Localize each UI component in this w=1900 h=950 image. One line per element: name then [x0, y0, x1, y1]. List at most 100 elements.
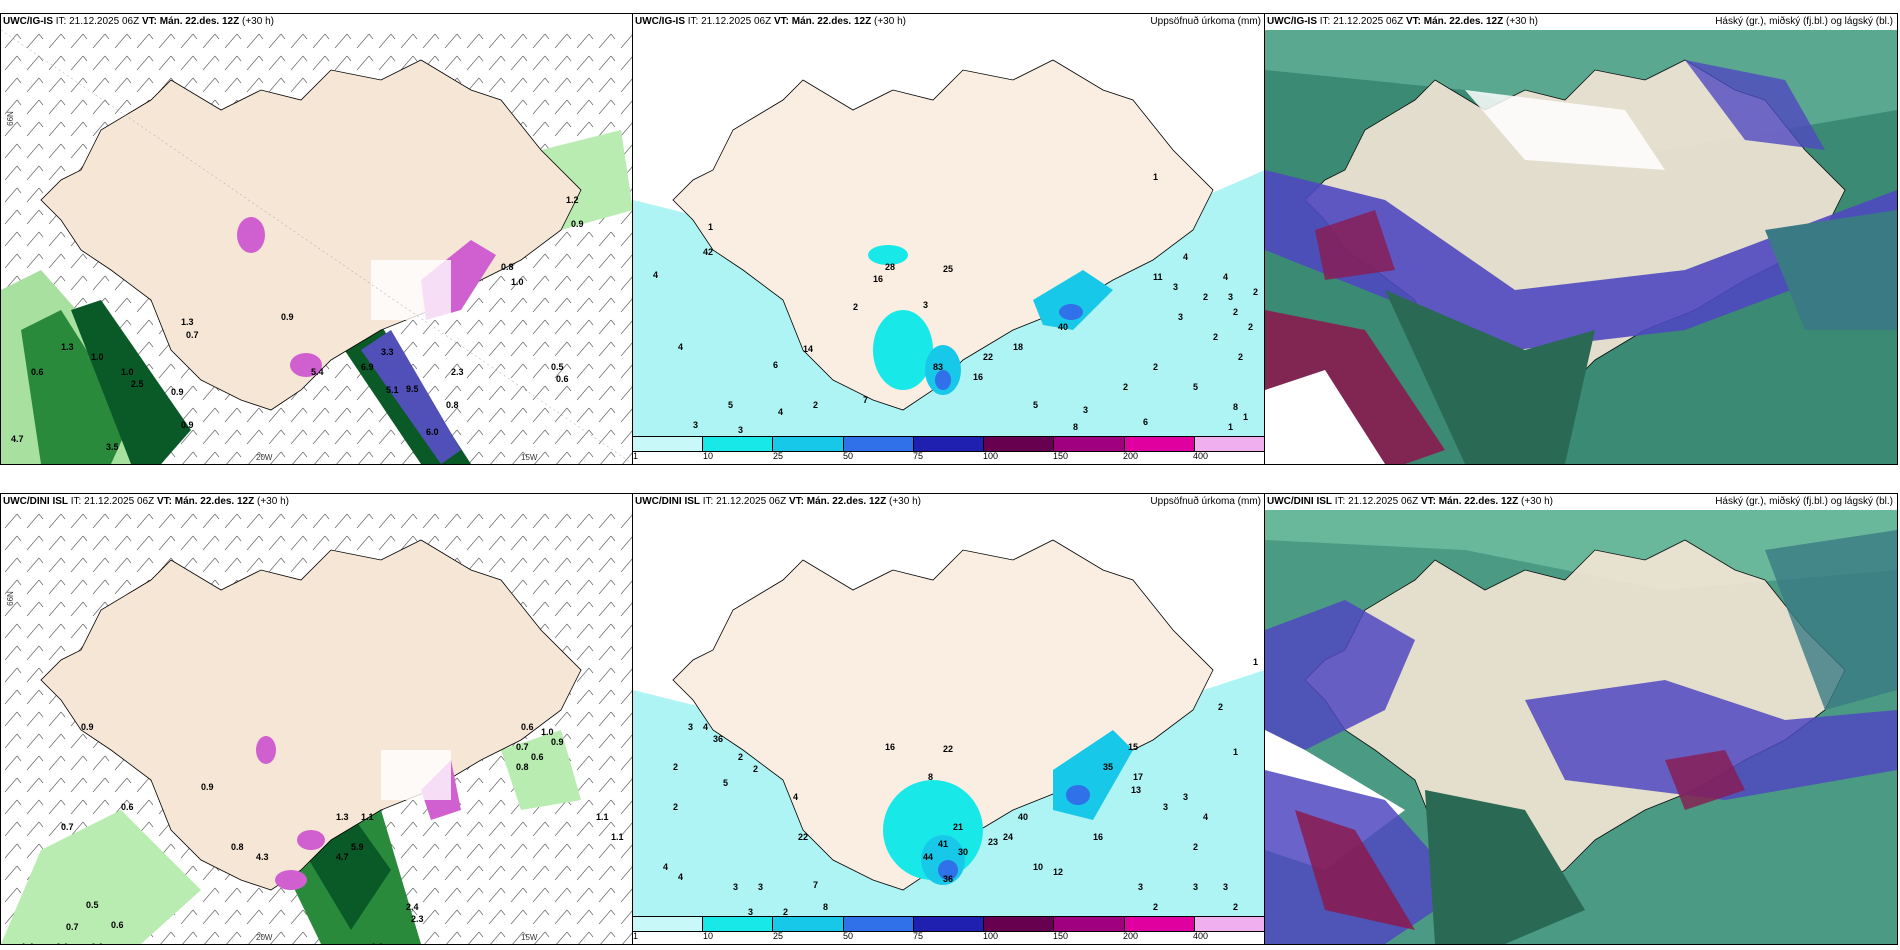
legend-swatch-8	[1124, 437, 1195, 451]
svg-text:8: 8	[823, 902, 828, 912]
svg-text:22: 22	[798, 832, 808, 842]
svg-text:44: 44	[923, 852, 933, 862]
svg-text:5.1: 5.1	[386, 385, 399, 395]
svg-text:23: 23	[988, 837, 998, 847]
svg-text:5: 5	[1033, 400, 1038, 410]
svg-text:3: 3	[748, 907, 753, 916]
legend-label: 25	[773, 451, 784, 461]
lon-label-20w: 20W	[256, 933, 273, 942]
panel-wind-dini: UWC/DINI ISL IT: 21.12.2025 06Z VT: Mán.…	[0, 493, 634, 945]
svg-text:2: 2	[1238, 352, 1243, 362]
legend-label: 25	[773, 931, 784, 941]
svg-text:36: 36	[943, 874, 953, 884]
svg-text:24: 24	[1003, 832, 1013, 842]
svg-text:4: 4	[663, 862, 668, 872]
svg-text:16: 16	[873, 274, 883, 284]
svg-text:3: 3	[1228, 292, 1233, 302]
svg-text:4.3: 4.3	[256, 852, 269, 862]
svg-text:2: 2	[738, 752, 743, 762]
svg-text:18: 18	[1013, 342, 1023, 352]
svg-text:25: 25	[943, 264, 953, 274]
precip-title: Uppsöfnuð úrkoma (mm)	[1150, 16, 1261, 27]
legend-label: 400	[1193, 451, 1209, 461]
legend-labels: 1 10 25 50 75 100 150 200 400	[633, 451, 1265, 463]
svg-text:0.7: 0.7	[61, 822, 74, 832]
svg-text:0.5: 0.5	[86, 900, 99, 910]
svg-text:2: 2	[1123, 382, 1128, 392]
svg-text:1.1: 1.1	[611, 832, 624, 842]
precip-blobs	[868, 245, 1113, 395]
svg-text:22: 22	[943, 744, 953, 754]
legend-label: 50	[843, 931, 854, 941]
svg-text:21: 21	[953, 822, 963, 832]
svg-text:1.2: 1.2	[566, 195, 579, 205]
svg-text:2: 2	[1213, 332, 1218, 342]
svg-text:41: 41	[938, 839, 948, 849]
svg-text:2: 2	[1233, 307, 1238, 317]
svg-text:2: 2	[1218, 702, 1223, 712]
svg-text:2: 2	[853, 302, 858, 312]
svg-text:1.3: 1.3	[61, 342, 74, 352]
panel-title: UWC/DINI ISL IT: 21.12.2025 06Z VT: Mán.…	[3, 496, 289, 507]
cloud-title: Háský (gr.), miðský (fj.bl.) og lágský (…	[1715, 16, 1893, 27]
svg-text:3: 3	[733, 882, 738, 892]
precip-legend: 1 10 25 50 75 100 150 200 400	[633, 436, 1265, 464]
legend-swatch-9	[1194, 917, 1265, 931]
legend-label: 150	[1053, 931, 1069, 941]
legend-swatch-3	[773, 917, 844, 931]
svg-text:2.5: 2.5	[131, 379, 144, 389]
panel-title: UWC/DINI ISL IT: 21.12.2025 06Z VT: Mán.…	[1267, 496, 1553, 507]
svg-text:0.5: 0.5	[551, 362, 564, 372]
svg-text:2: 2	[1153, 902, 1158, 912]
svg-text:13: 13	[1131, 785, 1141, 795]
legend-swatch-6	[984, 437, 1055, 451]
svg-text:1.0: 1.0	[91, 352, 104, 362]
legend-swatch-2	[703, 437, 774, 451]
svg-text:7: 7	[863, 395, 868, 405]
lon-label-15w: 15W	[521, 453, 538, 462]
svg-text:35: 35	[1103, 762, 1113, 772]
svg-text:2: 2	[783, 907, 788, 916]
svg-text:11: 11	[1153, 272, 1163, 282]
svg-text:3: 3	[1183, 792, 1188, 802]
legend-bar	[633, 916, 1265, 932]
iceland-land	[40, 539, 582, 891]
svg-text:1.0: 1.0	[511, 277, 524, 287]
svg-text:1: 1	[708, 222, 713, 232]
svg-text:3: 3	[1178, 312, 1183, 322]
svg-text:30: 30	[958, 847, 968, 857]
svg-text:4.7: 4.7	[11, 434, 24, 444]
wind-map: 0.9 0.6 0.7 1.0 0.9 1.1 0.6 0.8 0.5 0.7 …	[1, 510, 633, 944]
svg-text:0.9: 0.9	[201, 782, 214, 792]
svg-text:3: 3	[738, 425, 743, 435]
svg-text:3: 3	[923, 300, 928, 310]
svg-text:10: 10	[1033, 862, 1043, 872]
svg-text:16: 16	[1093, 832, 1103, 842]
svg-text:40: 40	[1018, 812, 1028, 822]
svg-text:3: 3	[688, 722, 693, 732]
legend-swatch-1	[633, 437, 704, 451]
svg-text:1: 1	[1233, 747, 1238, 757]
svg-text:2: 2	[753, 764, 758, 774]
svg-text:2: 2	[1153, 362, 1158, 372]
svg-text:1.0: 1.0	[121, 367, 134, 377]
panel-title: UWC/DINI ISL IT: 21.12.2025 06Z VT: Mán.…	[635, 496, 921, 507]
iceland-land	[40, 59, 582, 411]
lat-label: 66N	[5, 111, 15, 126]
svg-text:83: 83	[933, 362, 943, 372]
panel-title: UWC/IG-IS IT: 21.12.2025 06Z VT: Mán. 22…	[635, 16, 906, 27]
precip-title: Uppsöfnuð úrkoma (mm)	[1150, 496, 1261, 507]
svg-text:2: 2	[1253, 287, 1258, 297]
svg-text:7: 7	[813, 880, 818, 890]
svg-text:0.8: 0.8	[446, 400, 459, 410]
svg-text:1.3: 1.3	[336, 812, 349, 822]
svg-text:2: 2	[1248, 322, 1253, 332]
wind-map: 1.2 0.9 0.8 1.0 0.9 1.3 0.7 1.3 1.0 1.0 …	[1, 30, 633, 464]
svg-text:14: 14	[803, 344, 813, 354]
svg-text:3: 3	[1163, 802, 1168, 812]
legend-swatch-9	[1194, 437, 1265, 451]
legend-label: 50	[843, 451, 854, 461]
legend-swatch-5	[913, 917, 985, 931]
svg-text:0.9: 0.9	[551, 737, 564, 747]
svg-text:0.7: 0.7	[66, 922, 79, 932]
